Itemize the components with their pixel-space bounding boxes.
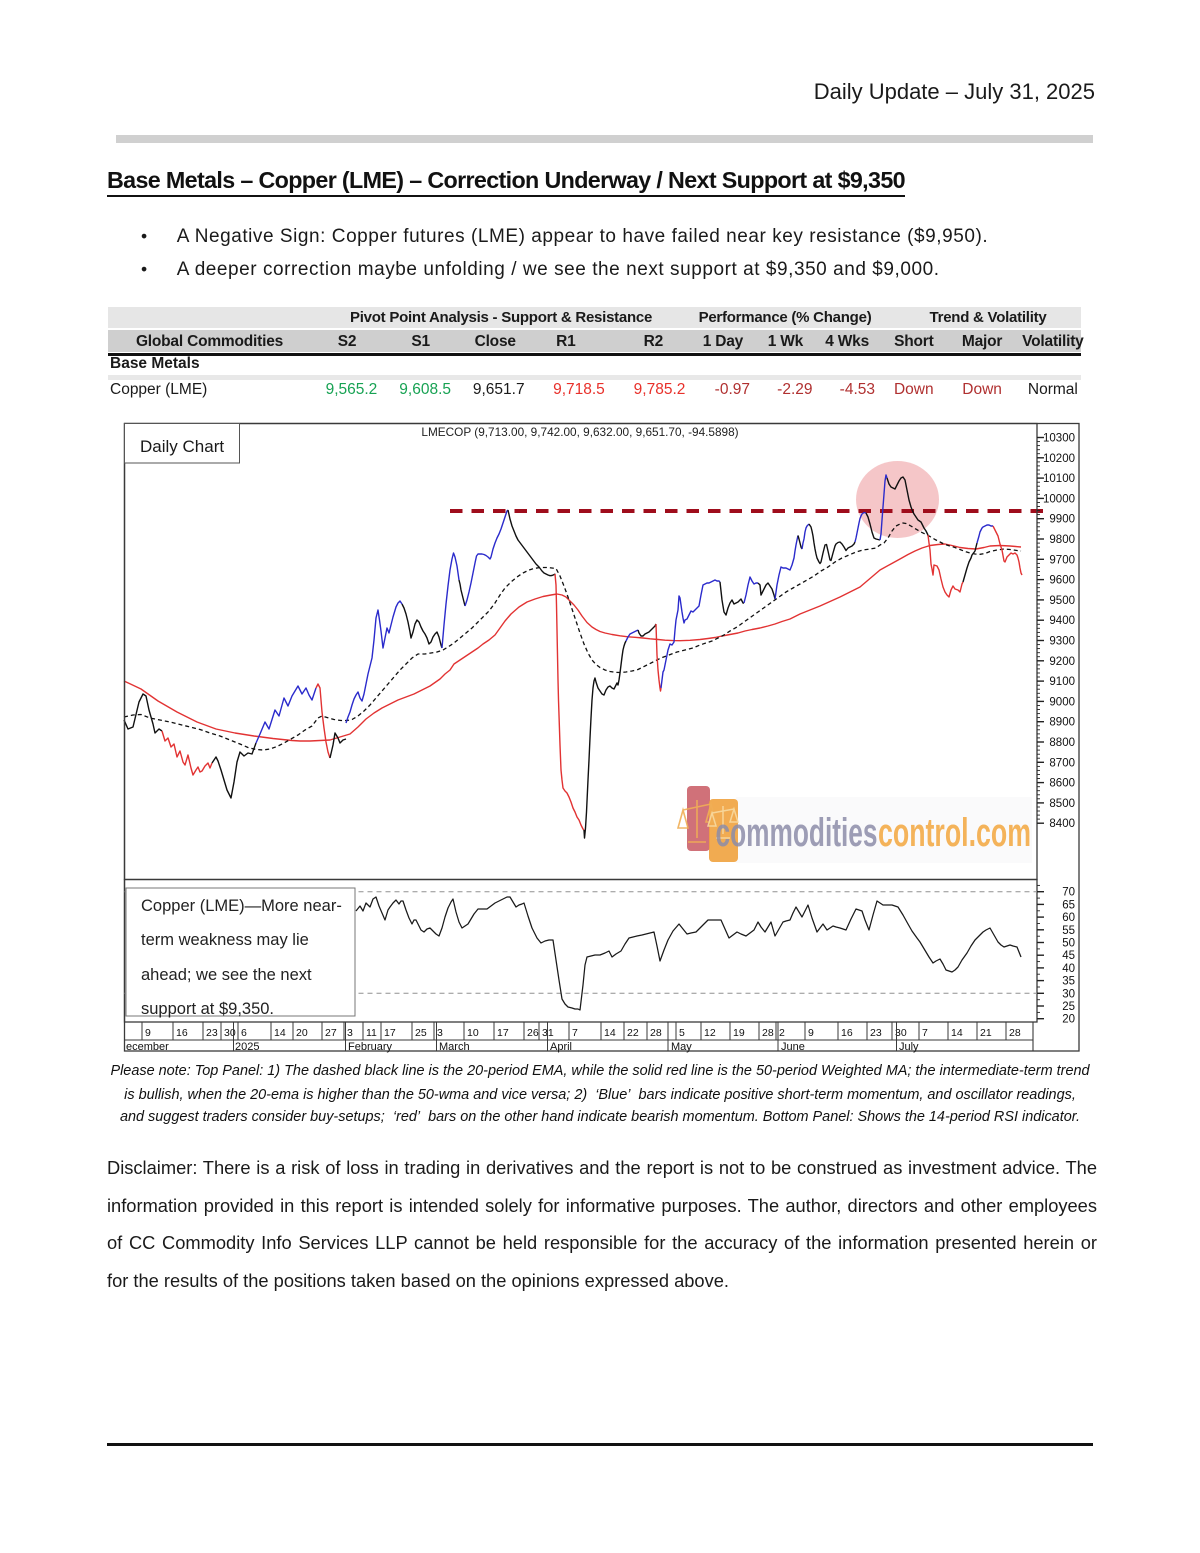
svg-text:5: 5	[679, 1027, 685, 1039]
svg-text:14: 14	[274, 1027, 286, 1039]
svg-text:10000: 10000	[1043, 493, 1075, 505]
svg-text:16: 16	[841, 1027, 853, 1039]
svg-text:10300: 10300	[1043, 433, 1075, 445]
svg-text:Daily Chart: Daily Chart	[140, 437, 224, 456]
svg-text:17: 17	[384, 1027, 396, 1039]
svg-text:30: 30	[224, 1027, 236, 1039]
svg-text:9: 9	[808, 1027, 814, 1039]
svg-text:50: 50	[1062, 938, 1075, 950]
svg-text:3: 3	[437, 1027, 443, 1039]
svg-text:8600: 8600	[1049, 778, 1075, 790]
svg-text:8800: 8800	[1049, 737, 1075, 749]
svg-text:55: 55	[1062, 925, 1075, 937]
svg-text:9: 9	[145, 1027, 151, 1039]
svg-text:25: 25	[415, 1027, 427, 1039]
svg-text:9900: 9900	[1049, 514, 1075, 526]
svg-text:May: May	[671, 1041, 692, 1053]
svg-text:30: 30	[1062, 988, 1075, 1000]
svg-text:9000: 9000	[1049, 696, 1075, 708]
svg-text:23: 23	[206, 1027, 218, 1039]
svg-text:8400: 8400	[1049, 818, 1075, 830]
svg-text:9200: 9200	[1049, 656, 1075, 668]
svg-text:2: 2	[779, 1027, 785, 1039]
svg-text:June: June	[781, 1041, 805, 1053]
svg-text:LMECOP (9,713.00, 9,742.00, 9,: LMECOP (9,713.00, 9,742.00, 9,632.00, 9,…	[421, 425, 738, 439]
svg-text:10: 10	[467, 1027, 479, 1039]
svg-text:2025: 2025	[235, 1041, 259, 1053]
svg-text:28: 28	[650, 1027, 662, 1039]
svg-text:9100: 9100	[1049, 676, 1075, 688]
svg-text:21: 21	[980, 1027, 992, 1039]
svg-text:70: 70	[1062, 887, 1075, 899]
svg-text:16: 16	[176, 1027, 188, 1039]
svg-text:9500: 9500	[1049, 595, 1075, 607]
svg-text:25: 25	[1062, 1001, 1075, 1013]
svg-text:March: March	[439, 1041, 470, 1053]
svg-text:23: 23	[870, 1027, 882, 1039]
svg-text:control.com: control.com	[878, 811, 1031, 855]
svg-text:27: 27	[325, 1027, 337, 1039]
svg-text:Copper (LME)—More near-: Copper (LME)—More near-	[141, 897, 342, 915]
svg-text:28: 28	[1009, 1027, 1021, 1039]
svg-text:10100: 10100	[1043, 473, 1075, 485]
svg-text:8900: 8900	[1049, 717, 1075, 729]
svg-text:support at $9,350.: support at $9,350.	[141, 1000, 274, 1018]
svg-text:7: 7	[922, 1027, 928, 1039]
svg-text:term weakness may lie: term weakness may lie	[141, 931, 309, 949]
svg-text:22: 22	[627, 1027, 639, 1039]
svg-text:9800: 9800	[1049, 534, 1075, 546]
svg-text:12: 12	[704, 1027, 716, 1039]
svg-text:20: 20	[296, 1027, 308, 1039]
svg-text:9600: 9600	[1049, 575, 1075, 587]
svg-text:30: 30	[895, 1027, 907, 1039]
svg-text:65: 65	[1062, 899, 1075, 911]
svg-text:9700: 9700	[1049, 554, 1075, 566]
svg-text:14: 14	[951, 1027, 963, 1039]
svg-text:February: February	[348, 1041, 393, 1053]
svg-text:ecember: ecember	[126, 1041, 169, 1053]
svg-text:19: 19	[733, 1027, 745, 1039]
svg-text:11: 11	[366, 1027, 377, 1039]
svg-text:3: 3	[347, 1027, 353, 1039]
svg-text:8500: 8500	[1049, 798, 1075, 810]
svg-text:28: 28	[762, 1027, 774, 1039]
svg-text:14: 14	[604, 1027, 616, 1039]
svg-text:45: 45	[1062, 950, 1075, 962]
svg-text:ahead; we see the next: ahead; we see the next	[141, 966, 312, 984]
svg-text:commodities: commodities	[716, 811, 878, 855]
svg-text:April: April	[550, 1041, 572, 1053]
svg-text:17: 17	[497, 1027, 509, 1039]
svg-text:9400: 9400	[1049, 615, 1075, 627]
svg-text:9300: 9300	[1049, 636, 1075, 648]
svg-text:10200: 10200	[1043, 453, 1075, 465]
svg-text:40: 40	[1062, 963, 1075, 975]
svg-text:20: 20	[1062, 1014, 1075, 1026]
svg-text:6: 6	[241, 1027, 247, 1039]
svg-text:July: July	[899, 1041, 919, 1053]
svg-text:26: 26	[527, 1027, 539, 1039]
svg-text:35: 35	[1062, 976, 1075, 988]
svg-text:7: 7	[572, 1027, 578, 1039]
svg-text:60: 60	[1062, 912, 1075, 924]
svg-text:8700: 8700	[1049, 757, 1075, 769]
